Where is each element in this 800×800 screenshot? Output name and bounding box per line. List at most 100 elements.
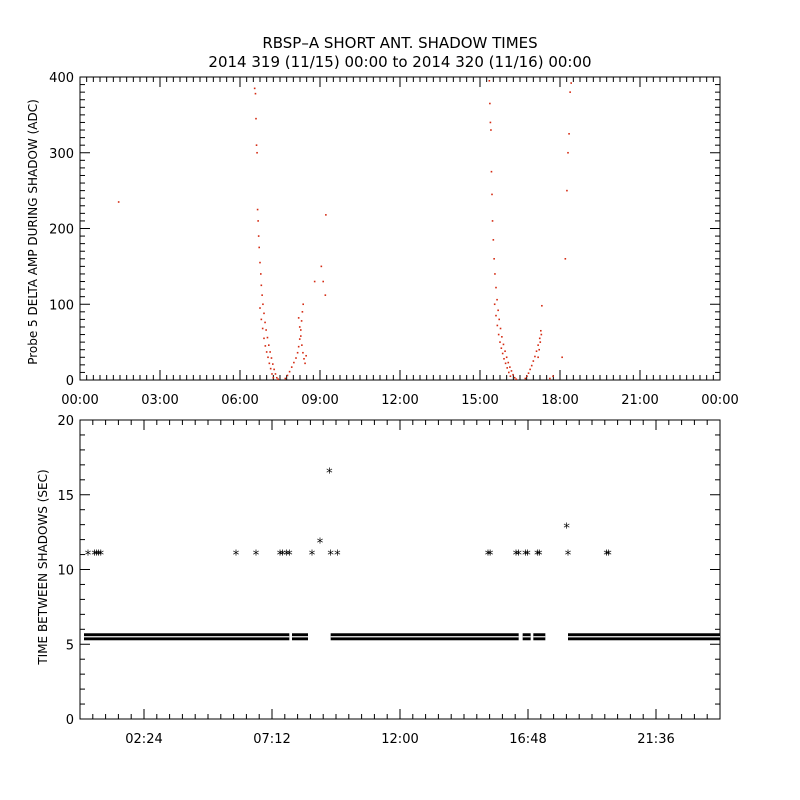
- data-point: [509, 375, 512, 378]
- interval-axis-ticks: [79, 419, 721, 720]
- x-tick-label: 00:00: [61, 393, 98, 408]
- y-tick-label: 20: [57, 414, 74, 429]
- baseline-band-gap: [330, 636, 519, 638]
- data-point-asterisk: *: [277, 549, 284, 564]
- data-point: [301, 311, 304, 313]
- data-point-asterisk: *: [334, 549, 341, 564]
- data-point: [564, 258, 567, 260]
- data-point: [527, 372, 530, 374]
- data-point: [265, 351, 268, 353]
- data-point: [295, 357, 297, 359]
- data-point-asterisk: *: [326, 466, 333, 481]
- data-point: [570, 82, 572, 84]
- y-tick-label: 0: [66, 713, 74, 728]
- data-point: [549, 377, 551, 380]
- data-point: [296, 351, 299, 354]
- data-point: [501, 352, 504, 355]
- x-tick-label: 07:12: [253, 732, 290, 747]
- data-point: [508, 371, 510, 374]
- y-tick-label: 400: [49, 71, 74, 86]
- data-point: [324, 294, 327, 296]
- data-point-asterisk: *: [485, 549, 492, 564]
- data-point: [532, 360, 535, 362]
- data-point: [320, 265, 323, 268]
- data-point: [255, 117, 257, 120]
- data-point: [501, 336, 503, 338]
- data-point: [540, 329, 542, 332]
- interval-tick-labels: 0 5 10 15 20 02:24 07:12 12:00 16:48 21:36: [57, 414, 674, 747]
- data-point: [301, 344, 303, 346]
- data-point: [117, 201, 120, 203]
- data-point: [274, 373, 277, 375]
- x-tick-label: 06:00: [221, 393, 258, 408]
- x-tick-label: 18:00: [541, 393, 578, 408]
- data-point-asterisk: *: [603, 549, 610, 564]
- data-point: [256, 151, 258, 154]
- data-point: [490, 170, 493, 173]
- data-point: [268, 344, 270, 346]
- x-tick-label: 09:00: [301, 393, 338, 408]
- x-tick-label: 21:36: [637, 732, 674, 747]
- interval-baseline-bands: [84, 633, 720, 641]
- data-point: [268, 362, 271, 365]
- data-point: [269, 351, 271, 353]
- data-point: [262, 303, 264, 306]
- data-point: [497, 333, 500, 336]
- x-tick-label: 02:24: [125, 732, 162, 747]
- data-point: [568, 133, 570, 135]
- data-point: [271, 373, 273, 375]
- data-point: [569, 91, 571, 93]
- data-point-asterisk: *: [317, 537, 324, 552]
- data-point: [507, 361, 510, 364]
- chart-subtitle: 2014 319 (11/15) 00:00 to 2014 320 (11/1…: [208, 53, 591, 71]
- data-point: [284, 377, 287, 380]
- data-point: [260, 273, 262, 275]
- data-point: [490, 129, 492, 131]
- x-tick-label: 16:48: [509, 732, 546, 747]
- baseline-band-gap: [84, 636, 290, 638]
- data-point: [263, 312, 265, 315]
- data-point: [300, 329, 302, 331]
- data-point: [302, 303, 304, 306]
- data-point: [537, 356, 539, 359]
- amplitude-y-axis-title: Probe 5 DELTA AMP DURING SHADOW (ADC): [26, 99, 40, 365]
- data-point: [504, 350, 506, 353]
- data-point: [257, 235, 260, 237]
- data-point: [496, 324, 499, 327]
- y-tick-label: 0: [66, 374, 74, 389]
- data-point-asterisk: *: [536, 549, 543, 564]
- data-point: [255, 144, 258, 146]
- data-point-asterisk: *: [513, 549, 520, 564]
- data-point: [260, 318, 263, 321]
- data-point-asterisk: *: [565, 549, 572, 564]
- x-tick-label: 12:00: [381, 732, 418, 747]
- data-point: [266, 336, 269, 339]
- data-point: [506, 367, 508, 369]
- data-point: [505, 356, 508, 359]
- data-point: [263, 337, 265, 340]
- data-point: [256, 208, 259, 211]
- data-point: [305, 354, 307, 357]
- data-point: [273, 368, 275, 371]
- data-point-asterisk: *: [93, 549, 100, 564]
- amplitude-tick-labels: 0 100 200 300 400 00:00 03:00 06:00 09:00 12:00 15…: [49, 71, 739, 408]
- interval-data-points: * **** * * **** **** * ** ** ** **** **: [85, 466, 613, 563]
- data-point: [513, 376, 516, 379]
- data-point-asterisk: *: [233, 549, 240, 564]
- baseline-band-gap: [568, 636, 720, 638]
- y-tick-label: 100: [49, 298, 74, 313]
- data-point-asterisk: *: [327, 549, 334, 564]
- data-point-asterisk: *: [524, 549, 531, 564]
- baseline-band-gap: [522, 636, 531, 638]
- data-point: [499, 327, 502, 330]
- data-point-asterisk: *: [534, 549, 541, 564]
- data-point-asterisk: *: [563, 522, 570, 537]
- data-point: [492, 239, 495, 241]
- x-tick-label: 03:00: [141, 393, 178, 408]
- data-point-asterisk: *: [279, 549, 286, 564]
- baseline-band-gap: [533, 636, 546, 638]
- data-point: [290, 366, 293, 368]
- data-point-asterisk: *: [487, 549, 494, 564]
- data-point: [499, 341, 501, 343]
- data-point: [503, 357, 505, 360]
